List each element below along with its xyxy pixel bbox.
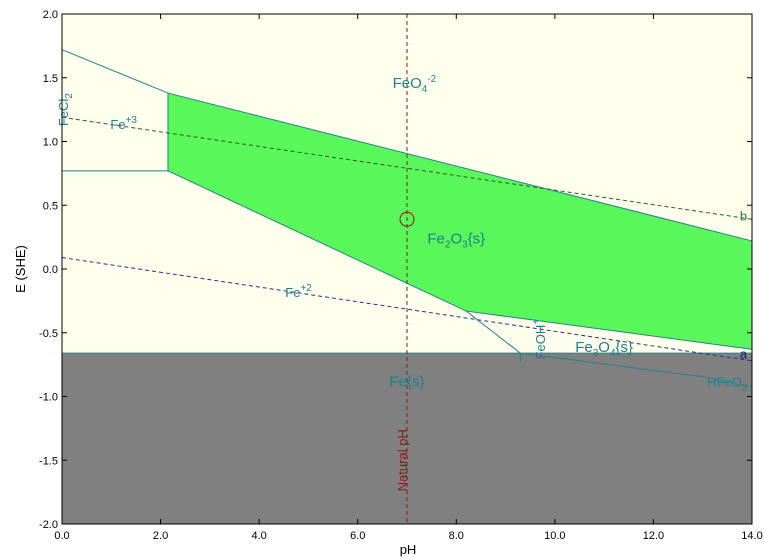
y-tick-label: -2.0 bbox=[39, 519, 58, 531]
label-1: FeO4-2 bbox=[393, 74, 437, 95]
label-11: b bbox=[740, 209, 747, 224]
label-7: FeOH+ bbox=[531, 319, 548, 360]
boundary-line-4 bbox=[465, 310, 753, 389]
label-9: Fe{s} bbox=[389, 373, 424, 390]
y-tick-label: -1.5 bbox=[39, 455, 58, 467]
label-2: FeCl2 bbox=[56, 93, 75, 126]
region-fe2o3-s bbox=[167, 93, 752, 350]
x-tick-label: 2.0 bbox=[153, 530, 168, 542]
y-axis-label: E (SHE) bbox=[13, 245, 28, 293]
label-12: a bbox=[740, 346, 748, 361]
y-axis-ticks: 2.0 1.5 1.0 0.5 0.0 -0.5 -1.0 -1.5 -2.0 bbox=[39, 9, 752, 531]
label-8: HFeO2 bbox=[707, 374, 748, 393]
y-tick-label: -0.5 bbox=[39, 328, 58, 340]
region-fecl2 bbox=[62, 49, 168, 171]
y-tick-label: 0.0 bbox=[43, 264, 58, 276]
regions-layer bbox=[62, 49, 752, 524]
series-layer bbox=[61, 14, 753, 524]
y-tick-label: 1.5 bbox=[43, 73, 58, 85]
x-tick-label: 4.0 bbox=[251, 530, 266, 542]
x-tick-label: 12.0 bbox=[643, 530, 664, 542]
x-tick-label: 14.0 bbox=[741, 530, 762, 542]
x-tick-label: 6.0 bbox=[350, 530, 365, 542]
water-line-b bbox=[61, 116, 753, 220]
x-tick-label: 8.0 bbox=[449, 530, 464, 542]
label-3: Fe+3 bbox=[110, 115, 137, 132]
y-tick-label: -1.0 bbox=[39, 392, 58, 404]
water-line-a bbox=[61, 257, 753, 362]
marker-layer bbox=[399, 211, 415, 227]
label-4: Fe2O3{s} bbox=[427, 231, 485, 251]
x-axis-label: pH bbox=[400, 542, 417, 557]
x-tick-label: 0.0 bbox=[54, 530, 69, 542]
region-feoh bbox=[466, 311, 521, 363]
y-tick-label: 1.0 bbox=[43, 137, 58, 149]
label-6: Fe3O4{s} bbox=[575, 339, 633, 359]
y-tick-label: 2.0 bbox=[43, 9, 58, 21]
label-10: Natural pH bbox=[395, 429, 410, 491]
y-tick-label: 0.5 bbox=[43, 200, 58, 212]
labels-layer: FeO4-2 FeCl2 Fe+3 Fe2O3{s} Fe+2 Fe3O4{s} FeOH+… bbox=[56, 74, 748, 491]
x-axis-ticks: 0.0 2.0 4.0 6.0 8.0 10.0 12.0 14.0 bbox=[54, 14, 763, 542]
natural-ph-marker bbox=[399, 211, 415, 227]
label-5: Fe+2 bbox=[285, 283, 312, 300]
x-tick-label: 10.0 bbox=[544, 530, 565, 542]
region-fe-s bbox=[62, 353, 752, 524]
